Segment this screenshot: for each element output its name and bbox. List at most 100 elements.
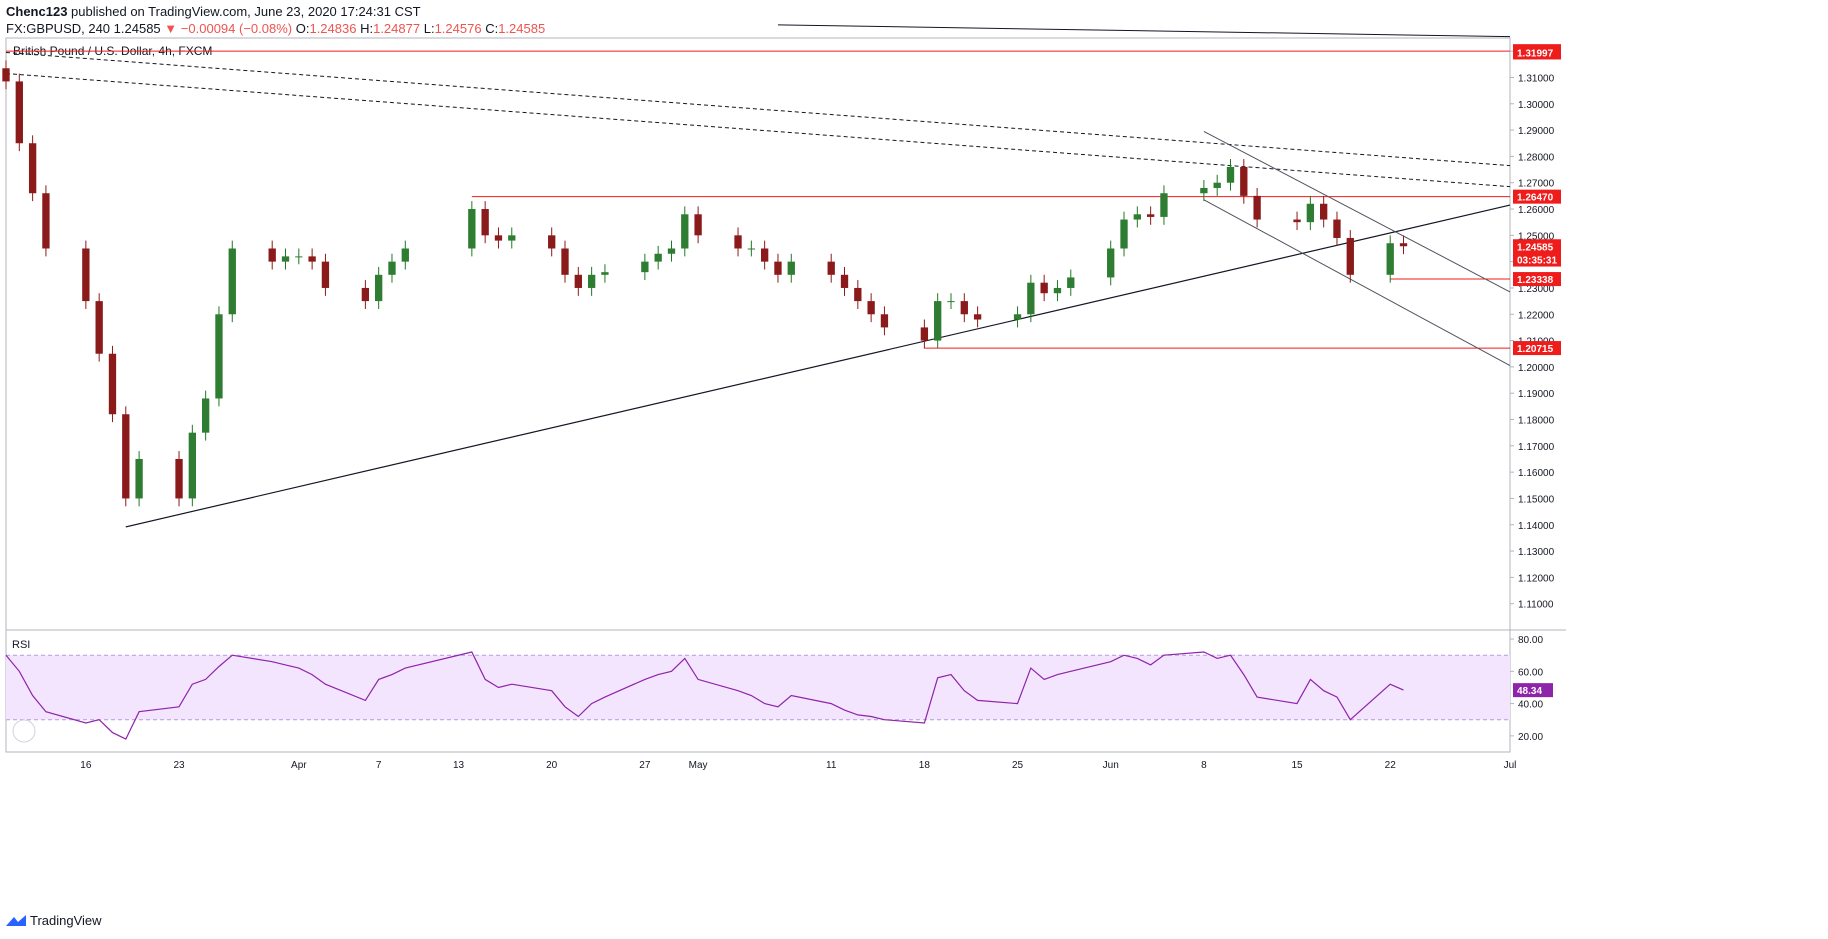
tradingview-badge-icon xyxy=(12,719,36,743)
y-tick-label: 1.19000 xyxy=(1518,389,1555,400)
y-tick-label: 1.29000 xyxy=(1518,126,1555,137)
x-tick-label: Jun xyxy=(1103,760,1119,771)
candle-body xyxy=(947,301,955,303)
price-label-text: 1.31997 xyxy=(1517,48,1554,59)
y-tick-label: 1.18000 xyxy=(1518,416,1555,427)
symbol-line: FX:GBPUSD, 240 xyxy=(6,21,111,36)
open-value: 1.24836 xyxy=(309,21,357,36)
candle-body xyxy=(15,81,23,144)
candle-body xyxy=(1133,214,1141,220)
publish-info: Chenc123 published on TradingView.com, J… xyxy=(6,4,421,19)
candle-body xyxy=(215,314,223,399)
candle-body xyxy=(667,248,676,254)
footer-brand-label: TradingView xyxy=(30,913,102,928)
x-tick-label: Apr xyxy=(291,760,307,771)
candle-body xyxy=(1013,314,1022,320)
x-tick-label: 27 xyxy=(639,760,651,771)
price-label-text: 1.24585 xyxy=(1517,242,1554,253)
channel-upper xyxy=(1203,130,1511,293)
candle-body xyxy=(1306,203,1315,223)
x-tick-label: 13 xyxy=(453,760,465,771)
price-label-text: 1.23338 xyxy=(1517,275,1554,286)
price-label-box xyxy=(1513,239,1561,254)
x-tick-label: May xyxy=(689,760,708,771)
candle-body xyxy=(268,248,276,262)
candle-body xyxy=(388,261,396,275)
candle-body xyxy=(1240,166,1248,196)
candle-body xyxy=(1107,248,1115,278)
long-term-trendline xyxy=(777,24,1511,38)
candle-body xyxy=(1160,193,1168,217)
candle-body xyxy=(973,314,982,320)
dashed-resistance-upper xyxy=(5,51,1511,167)
candle-body xyxy=(308,256,316,262)
price-label-box xyxy=(1513,45,1561,60)
candle-body xyxy=(867,301,875,315)
footer-brand[interactable]: TradingView xyxy=(6,913,102,928)
candle-body xyxy=(787,261,795,275)
y-tick-label: 1.13000 xyxy=(1518,547,1555,558)
candle-body xyxy=(375,274,383,302)
candle-body xyxy=(641,261,649,273)
price-change: −0.00094 (−0.08%) xyxy=(180,21,293,36)
candle-body xyxy=(1320,203,1328,220)
plot-frame xyxy=(5,37,1511,753)
candle-body xyxy=(108,353,117,415)
candle-body xyxy=(361,287,370,302)
price-label-text: 03:35:31 xyxy=(1517,256,1557,267)
high-value: 1.24877 xyxy=(373,21,421,36)
x-tick-label: 7 xyxy=(376,760,382,771)
rsi-value-box xyxy=(1513,683,1553,698)
tradingview-logo-icon xyxy=(6,914,26,926)
y-tick-label: 1.22000 xyxy=(1518,310,1555,321)
candle-body xyxy=(840,274,849,288)
y-tick-label: 1.31000 xyxy=(1518,73,1555,84)
channel-lower xyxy=(1203,199,1511,367)
rsi-y-tick-label: 60.00 xyxy=(1518,667,1543,678)
candle-body xyxy=(1120,219,1128,249)
price-label-box xyxy=(1513,341,1561,356)
candle-body xyxy=(28,143,37,194)
x-tick-label: 15 xyxy=(1291,760,1303,771)
candle-body xyxy=(508,235,516,241)
candle-body xyxy=(654,253,662,262)
candle-body xyxy=(574,274,582,288)
candle-body xyxy=(587,274,596,288)
y-tick-label: 1.26000 xyxy=(1518,205,1555,216)
candle-body xyxy=(135,458,143,499)
candle-body xyxy=(1027,282,1035,315)
candle-body xyxy=(561,248,569,275)
candle-body xyxy=(42,193,50,249)
rsi-y-tick-label: 20.00 xyxy=(1518,732,1543,743)
low-label: L: xyxy=(423,21,435,36)
candle-body xyxy=(934,301,942,341)
rsi-y-tick-label: 40.00 xyxy=(1518,700,1543,711)
y-tick-label: 1.14000 xyxy=(1518,521,1555,532)
x-tick-label: 16 xyxy=(80,760,92,771)
down-arrow-icon: ▼ xyxy=(164,21,178,36)
rsi-band xyxy=(6,655,1510,720)
candle-body xyxy=(1293,219,1301,223)
low-value: 1.24576 xyxy=(434,21,482,36)
rsi-y-tick-label: 80.00 xyxy=(1518,635,1543,646)
ohlc-line: FX:GBPUSD, 240 1.24585 ▼ −0.00094 (−0.08… xyxy=(6,21,545,36)
candle-body xyxy=(960,301,968,315)
y-tick-label: 1.30000 xyxy=(1518,100,1555,111)
candle-body xyxy=(681,214,689,249)
candle-body xyxy=(1053,287,1062,294)
y-tick-label: 1.25000 xyxy=(1518,231,1555,242)
candle-body xyxy=(494,235,503,241)
price-label-box xyxy=(1513,189,1561,204)
candle-body xyxy=(1253,195,1261,220)
candle-body xyxy=(175,458,183,499)
candle-body xyxy=(295,256,303,258)
author-name[interactable]: Chenc123 xyxy=(6,4,68,19)
candle-body xyxy=(920,327,929,341)
candle-body xyxy=(188,432,196,499)
price-label-text: 1.20715 xyxy=(1517,344,1554,355)
price-label-box xyxy=(1513,272,1561,287)
candle-body xyxy=(82,248,90,302)
y-tick-label: 1.28000 xyxy=(1518,152,1555,163)
published-text: published on TradingView.com, June 23, 2… xyxy=(71,4,421,19)
